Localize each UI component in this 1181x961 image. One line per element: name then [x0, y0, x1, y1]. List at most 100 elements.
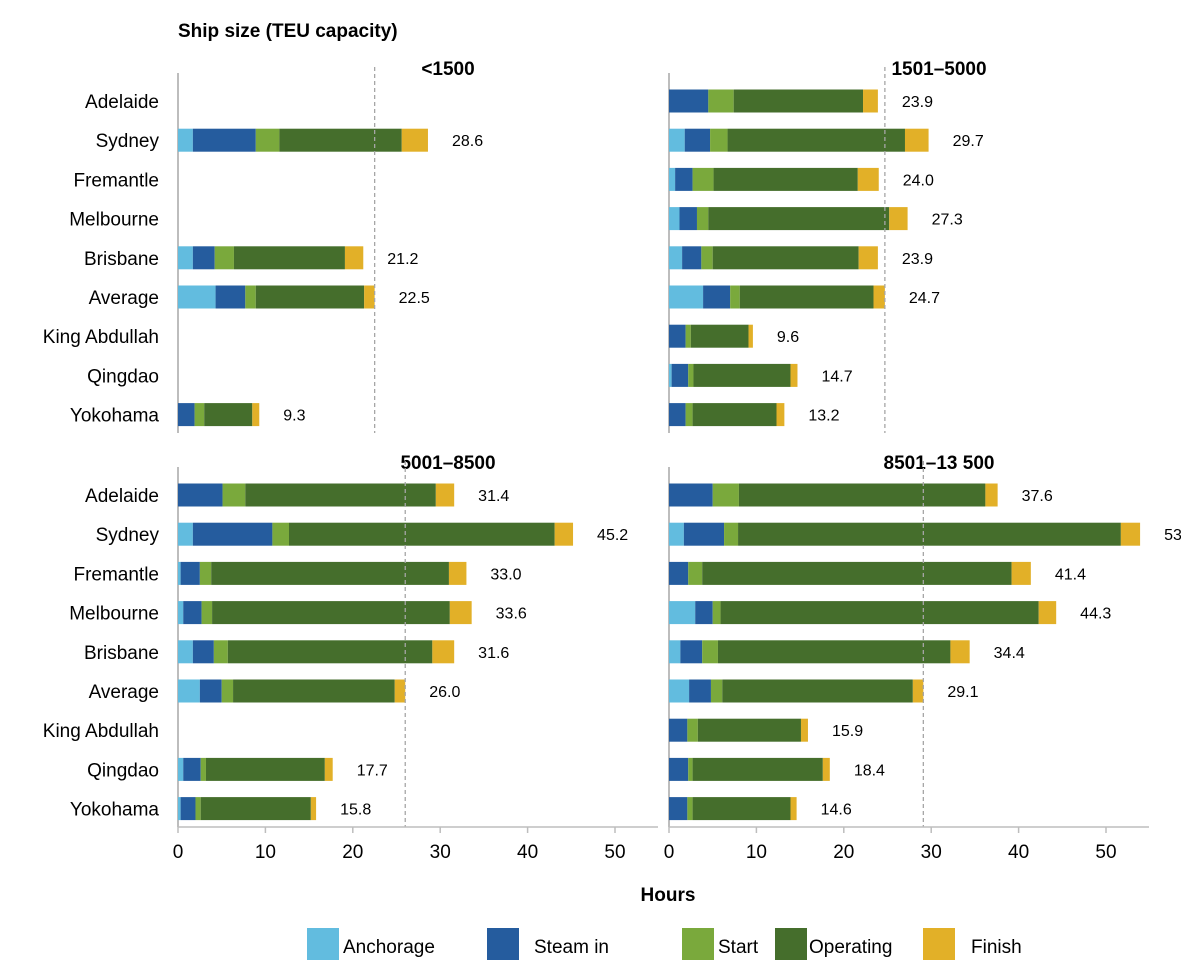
category-label-brisbane: Brisbane — [84, 643, 159, 664]
panel-2-bar-fremantle-steam-in — [675, 167, 693, 191]
panel-4-bar-adelaide-steam-in — [669, 483, 713, 507]
panel-2-bar-qingdao-start — [688, 363, 694, 387]
panel-1-bar-average-start — [245, 285, 256, 309]
category-label-qingdao: Qingdao — [87, 760, 159, 781]
panel-3-title: 5001–8500 — [400, 453, 495, 474]
panel-4-total-label-average: 29.1 — [947, 684, 978, 701]
panel-2-bar-melbourne-steam-in — [679, 207, 697, 231]
panel-2-bar-sydney-start — [710, 128, 728, 152]
panel-4-x-tick-label-30: 30 — [921, 842, 942, 863]
legend-swatch-anchorage — [307, 928, 339, 960]
panel-4-bar-average-steam-in — [689, 679, 711, 703]
panel-4-total-label-fremantle: 41.4 — [1055, 566, 1086, 583]
panel-4-total-label-yokohama: 14.6 — [821, 802, 852, 819]
panel-2-bar-yokohama-steam-in — [669, 403, 686, 427]
category-label-yokohama: Yokohama — [70, 800, 160, 821]
panel-1-bar-average-operating — [255, 285, 365, 309]
panel-3-total-label-melbourne: 33.6 — [496, 606, 527, 623]
panel-2-bar-qingdao-anchorage — [669, 363, 672, 387]
panel-4-bar-yokohama-start — [687, 797, 693, 821]
panel-3-bar-sydney-operating — [289, 522, 555, 546]
category-label-average: Average — [89, 288, 159, 309]
panel-3-bar-fremantle-anchorage — [178, 561, 181, 585]
panel-3-bar-adelaide-steam-in — [178, 483, 223, 507]
panel-4-bar-fremantle-operating — [702, 561, 1012, 585]
panel-3-bar-fremantle-start — [199, 561, 212, 585]
panel-3-bar-yokohama-finish — [310, 797, 317, 821]
panel-2-total-label-yokohama: 13.2 — [808, 408, 839, 425]
plot-area: Adelaide Sydney Fremantle Melbourne Brisbane… — [43, 59, 1181, 863]
panel-2-bar-qingdao-finish — [790, 363, 798, 387]
panel-2-bar-adelaide-steam-in — [669, 89, 709, 113]
panel-2-bar-average-anchorage — [669, 285, 704, 309]
panel-3-x-tick-label-20: 20 — [342, 842, 363, 863]
panel-3-bar-melbourne-finish — [449, 601, 472, 625]
panel-2-bar-adelaide-operating — [733, 89, 864, 113]
legend-label-operating: Operating — [809, 937, 892, 958]
chart-title: Ship size (TEU capacity) — [178, 21, 398, 42]
panel-4-bar-fremantle-finish — [1011, 561, 1031, 585]
panel-3-bar-brisbane-anchorage — [178, 640, 193, 664]
panel-1-total-label-brisbane: 21.2 — [387, 251, 418, 268]
panel-3-total-label-adelaide: 31.4 — [478, 488, 509, 505]
panel-1-bar-brisbane-anchorage — [178, 246, 193, 270]
panel-2-total-label-fremantle: 24.0 — [903, 172, 934, 189]
panel-4-title: 8501–13 500 — [884, 453, 995, 474]
panel-3-total-label-yokohama: 15.8 — [340, 802, 371, 819]
panel-4-bar-qingdao-finish — [822, 757, 830, 781]
category-label-sydney: Sydney — [96, 131, 160, 152]
panel-4-total-label-sydney: 53.7 — [1164, 527, 1181, 544]
panel-2-bar-fremantle-anchorage — [669, 167, 676, 191]
panel-4-bar-melbourne-anchorage — [669, 601, 696, 625]
panel-3-x-tick-label-30: 30 — [430, 842, 451, 863]
panel-2-bar-brisbane-anchorage — [669, 246, 683, 270]
panel-4-bar-king-abdullah-steam-in — [669, 718, 688, 742]
legend-swatch-steam-in — [487, 928, 519, 960]
panel-4-x-tick-label-0: 0 — [664, 842, 675, 863]
panel-2-title: 1501–5000 — [891, 59, 986, 80]
panel-1-bar-brisbane-start — [214, 246, 234, 270]
panel-4-bar-fremantle-start — [688, 561, 703, 585]
panel-1-total-label-average: 22.5 — [399, 290, 430, 307]
panel-3-total-label-fremantle: 33.0 — [490, 566, 521, 583]
category-label-king-abdullah: King Abdullah — [43, 327, 159, 348]
panel-4-bar-brisbane-operating — [717, 640, 951, 664]
panel-1-bar-sydney-operating — [279, 128, 402, 152]
panel-1-bar-yokohama-operating — [204, 403, 253, 427]
panel-4-bar-sydney-start — [724, 522, 739, 546]
legend-label-start: Start — [718, 937, 759, 958]
panel-4-x-tick-label-50: 50 — [1095, 842, 1116, 863]
panel-1-bar-sydney-finish — [401, 128, 428, 152]
panel-2-total-label-king-abdullah: 9.6 — [777, 329, 799, 346]
panel-3-bar-yokohama-operating — [200, 797, 311, 821]
panel-4-bar-adelaide-finish — [985, 483, 998, 507]
panel-3-bar-average-operating — [233, 679, 395, 703]
category-label-melbourne: Melbourne — [69, 210, 159, 231]
category-label-melbourne: Melbourne — [69, 604, 159, 625]
category-label-fremantle: Fremantle — [73, 170, 159, 191]
panel-3-bar-sydney-steam-in — [192, 522, 273, 546]
panel-3-bar-yokohama-steam-in — [180, 797, 196, 821]
panel-1-bar-sydney-anchorage — [178, 128, 193, 152]
panel-3: Adelaide Sydney Fremantle Melbourne Brisbane… — [43, 453, 658, 863]
panel-4-total-label-qingdao: 18.4 — [854, 762, 885, 779]
panel-4-bar-yokohama-operating — [692, 797, 791, 821]
panel-2-bar-fremantle-finish — [857, 167, 879, 191]
category-label-sydney: Sydney — [96, 525, 160, 546]
panel-2-total-label-average: 24.7 — [909, 290, 940, 307]
panel-3-bar-qingdao-start — [200, 757, 206, 781]
panel-2-bar-fremantle-operating — [713, 167, 858, 191]
panel-4-bar-brisbane-anchorage — [669, 640, 681, 664]
panel-3-bar-brisbane-start — [213, 640, 228, 664]
panel-4-bar-yokohama-finish — [790, 797, 797, 821]
category-label-adelaide: Adelaide — [85, 92, 159, 113]
panel-3-total-label-brisbane: 31.6 — [478, 645, 509, 662]
panel-3-x-tick-label-40: 40 — [517, 842, 538, 863]
panel-3-bar-qingdao-anchorage — [178, 757, 184, 781]
panel-3-bar-fremantle-steam-in — [180, 561, 200, 585]
panel-2-total-label-qingdao: 14.7 — [821, 368, 852, 385]
panel-3-bar-sydney-finish — [554, 522, 574, 546]
panel-2-bar-king-abdullah-finish — [748, 324, 753, 348]
panel-3-bar-yokohama-start — [195, 797, 201, 821]
panel-2: 1501–5000 23.9 29.7 24.0 27.3 23.9 24.7 9.6 14.7… — [668, 59, 987, 433]
